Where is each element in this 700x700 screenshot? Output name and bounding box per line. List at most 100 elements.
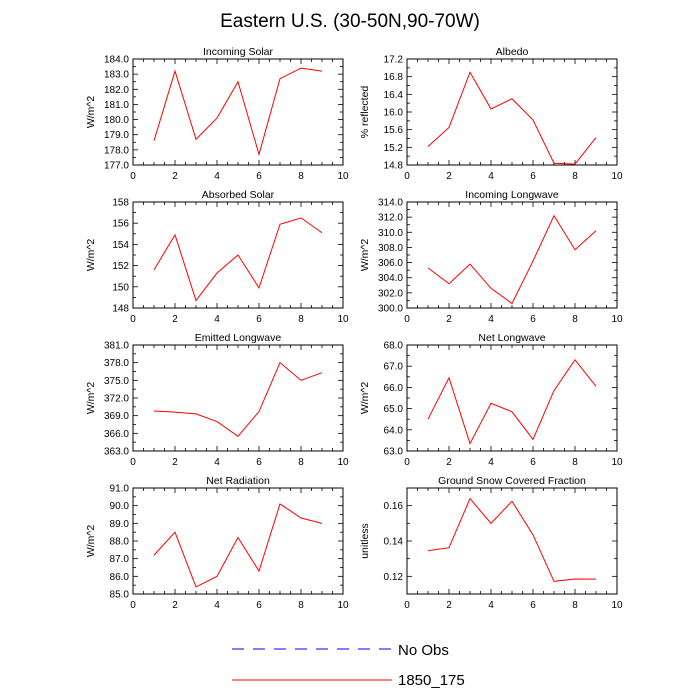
x-tick-label: 2: [446, 171, 452, 182]
y-tick-label: 87.0: [110, 554, 130, 565]
series-line-1850-175: [153, 361, 323, 437]
y-tick-label: 310.0: [378, 228, 403, 239]
panel-net-longwave: 0 2 4 6 8 10 63.0 64.0 65.0 66.0 67.0 68.0 Net Longw…: [359, 332, 623, 468]
y-axis-label: W/m^2: [85, 239, 97, 272]
y-tick-label: 15.6: [384, 125, 404, 136]
y-tick-label: 308.0: [378, 243, 403, 254]
x-tick-label: 2: [446, 457, 452, 468]
y-tick-label: 150: [112, 282, 129, 293]
y-tick-label: 16.0: [384, 108, 404, 119]
panel-title: Incoming Longwave: [465, 189, 559, 201]
y-axis-label: W/m^2: [85, 525, 97, 558]
x-tick-label: 8: [298, 171, 304, 182]
x-tick-label: 4: [214, 314, 220, 325]
y-tick-label: 88.0: [110, 537, 130, 548]
x-tick-label: 8: [572, 171, 578, 182]
y-tick-label: 16.4: [384, 90, 404, 101]
plot-frame: [406, 487, 618, 595]
y-tick-label: 300.0: [378, 304, 403, 315]
x-tick-label: 10: [611, 314, 623, 325]
panel-title: Ground Snow Covered Fraction: [438, 475, 586, 487]
y-tick-label: 16.8: [384, 72, 404, 83]
y-tick-label: 14.8: [384, 161, 404, 172]
plot-frame: [406, 58, 618, 166]
y-tick-label: 91.0: [110, 484, 130, 495]
y-tick-label: 378.0: [104, 358, 129, 369]
y-tick-label: 181.0: [104, 100, 129, 111]
x-tick-label: 0: [404, 457, 410, 468]
x-tick-label: 6: [256, 600, 262, 611]
x-tick-label: 0: [130, 171, 136, 182]
y-tick-label: 65.0: [384, 404, 404, 415]
x-tick-label: 4: [488, 314, 494, 325]
y-axis-label: % reflected: [359, 86, 371, 139]
y-axis-label: W/m^2: [85, 382, 97, 415]
x-tick-label: 6: [530, 171, 536, 182]
plot-frame: [406, 201, 618, 309]
y-tick-label: 381.0: [104, 341, 129, 352]
panel-title: Net Longwave: [478, 332, 545, 344]
y-tick-label: 363.0: [104, 447, 129, 458]
y-tick-label: 177.0: [104, 161, 129, 172]
x-tick-label: 10: [337, 171, 349, 182]
y-tick-label: 184.0: [104, 55, 129, 66]
y-tick-label: 302.0: [378, 288, 403, 299]
panel-incoming-longwave: 0 2 4 6 8 10 300.0 302.0 304.0 306.0 308.0 310.0 312…: [359, 189, 623, 325]
y-tick-label: 375.0: [104, 376, 129, 387]
series-line-1850-175: [427, 71, 597, 165]
panel-net-radiation: 0 2 4 6 8 10 85.0 86.0 87.0 88.0 89.0 90.0 91.0 Net R…: [85, 475, 349, 611]
y-axis-label: W/m^2: [359, 239, 371, 272]
panel-absorbed-solar: 0 2 4 6 8 10 148 150 152 154 156 158 Absorbed Solar W…: [85, 189, 349, 325]
panel-title: Net Radiation: [206, 475, 270, 487]
series-line-1850-175: [153, 67, 323, 157]
y-tick-label: 314.0: [378, 198, 403, 209]
y-tick-label: 178.0: [104, 145, 129, 156]
series-line-1850-175: [427, 497, 597, 582]
y-tick-label: 152: [112, 261, 129, 272]
x-tick-label: 6: [256, 171, 262, 182]
x-tick-label: 8: [298, 600, 304, 611]
panel-ground-snow-covered-fraction: 0 2 4 6 8 10 0.12 0.14 0.16 Ground Snow Covered F…: [359, 475, 623, 611]
x-tick-label: 0: [130, 457, 136, 468]
panel-title: Absorbed Solar: [202, 189, 275, 201]
x-tick-label: 0: [404, 600, 410, 611]
x-tick-label: 6: [530, 457, 536, 468]
x-tick-label: 10: [611, 600, 623, 611]
x-tick-label: 4: [214, 171, 220, 182]
y-tick-label: 369.0: [104, 411, 129, 422]
y-tick-label: 179.0: [104, 130, 129, 141]
x-tick-label: 10: [611, 457, 623, 468]
y-tick-label: 182.0: [104, 85, 129, 96]
x-tick-label: 6: [530, 600, 536, 611]
y-axis-label: W/m^2: [359, 382, 371, 415]
x-tick-label: 2: [172, 600, 178, 611]
y-tick-label: 63.0: [384, 447, 404, 458]
panel-title: Albedo: [496, 46, 529, 58]
x-tick-label: 4: [488, 600, 494, 611]
x-tick-label: 4: [488, 171, 494, 182]
panel-title: Incoming Solar: [203, 46, 274, 58]
y-axis-label: W/m^2: [85, 96, 97, 129]
legend-no-obs-label: No Obs: [398, 642, 449, 659]
y-tick-label: 67.0: [384, 362, 404, 373]
y-tick-label: 158: [112, 198, 129, 209]
x-tick-label: 10: [337, 314, 349, 325]
y-tick-label: 90.0: [110, 501, 130, 512]
x-tick-label: 8: [298, 457, 304, 468]
series-line-1850-175: [153, 217, 323, 302]
y-tick-label: 183.0: [104, 70, 129, 81]
y-tick-label: 0.14: [384, 537, 404, 548]
x-tick-label: 2: [172, 457, 178, 468]
y-tick-label: 372.0: [104, 394, 129, 405]
x-tick-label: 0: [404, 171, 410, 182]
y-tick-label: 180.0: [104, 115, 129, 126]
panel-grid: 0 2 4 6 8 10 177.0 178.0 179.0 180.0 181.0 182.0 183…: [85, 46, 623, 611]
legend: No Obs 1850_175: [232, 642, 465, 689]
y-tick-label: 85.0: [110, 590, 130, 601]
y-tick-label: 312.0: [378, 213, 403, 224]
legend-1850-175-label: 1850_175: [398, 672, 465, 689]
plot-frame: [132, 487, 344, 595]
x-tick-label: 0: [404, 314, 410, 325]
x-tick-label: 6: [530, 314, 536, 325]
